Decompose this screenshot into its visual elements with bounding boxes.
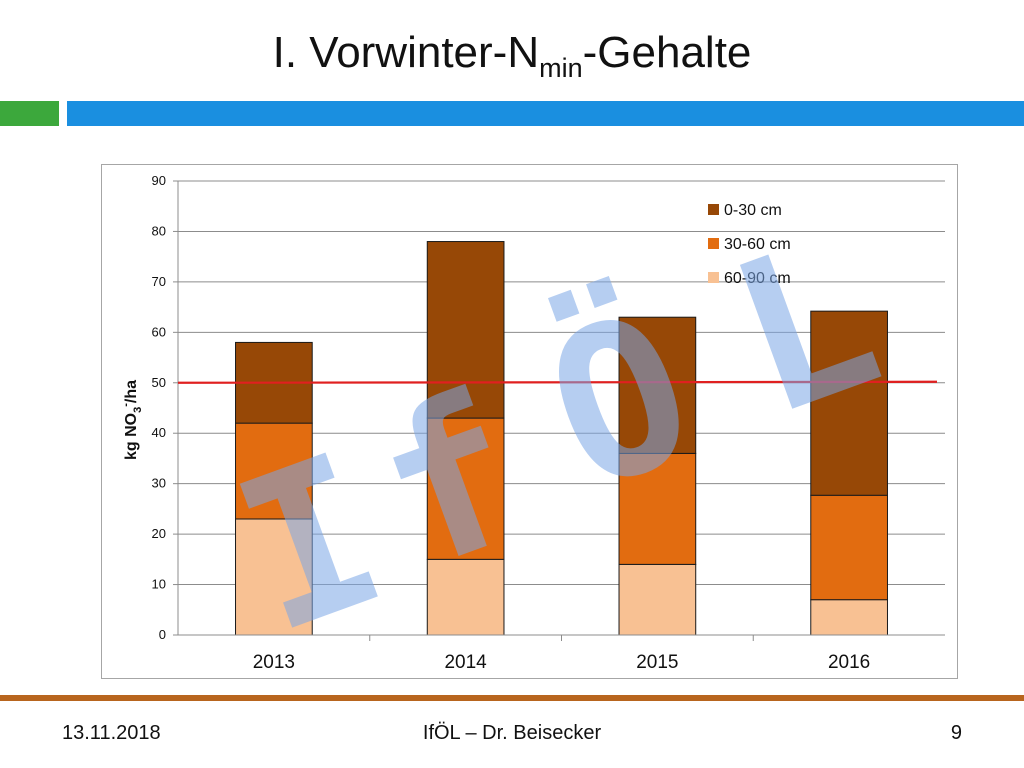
legend-label: 30-60 cm (724, 236, 791, 253)
accent-bar-green (0, 101, 59, 126)
y-tick-label: 0 (159, 627, 166, 642)
legend-label: 0-30 cm (724, 202, 782, 219)
title-subscript: min (539, 53, 583, 83)
bar-2015-30-60cm (618, 452, 697, 565)
accent-bar-blue (67, 101, 1024, 126)
bar-2014-60-90cm (426, 558, 505, 636)
y-axis-label: kg NO3-/ha (120, 380, 144, 460)
bar-2015-60-90cm (618, 563, 697, 636)
y-tick-label: 50 (152, 375, 166, 390)
bar-2014-0-30cm (426, 241, 505, 419)
title-tail: -Gehalte (582, 28, 752, 77)
footer-date: 13.11.2018 (62, 722, 161, 744)
y-tick-label: 20 (152, 526, 166, 541)
title-main: I. Vorwinter-N (272, 28, 540, 77)
bar-2014-30-60cm (426, 417, 505, 560)
watermark-ifol: IfÖL (209, 190, 907, 680)
bars (235, 241, 888, 636)
bar-2016-60-90cm (810, 599, 888, 636)
slide-title: I. Vorwinter-Nmin-Gehalte (0, 28, 1024, 84)
y-tick-label: 80 (152, 223, 166, 238)
bar-2016-30-60cm (810, 494, 888, 601)
x-tick-label-2013: 2013 (253, 652, 295, 673)
x-tick-label-2016: 2016 (828, 652, 870, 673)
legend-label: 60-90 cm (724, 270, 791, 287)
legend-swatch (708, 238, 719, 249)
bar-2016-0-30cm (810, 310, 888, 496)
y-tick-label: 60 (152, 324, 166, 339)
y-tick-label: 30 (152, 476, 166, 491)
y-tick-label: 10 (152, 577, 166, 592)
legend-swatch (708, 204, 719, 215)
footer-divider (0, 695, 1024, 701)
x-tick-label-2014: 2014 (444, 652, 487, 673)
axes: 0 10 20 30 40 50 60 70 80 90 2013 2014 2015 2016 kg NO… (120, 173, 945, 673)
footer-page-number: 9 (950, 722, 962, 744)
legend: 0-30 cm 30-60 cm 60-90 cm (708, 202, 791, 287)
legend-swatch (708, 272, 719, 283)
reference-line (177, 380, 938, 384)
x-tick-label-2015: 2015 (636, 652, 678, 673)
bar-2015-0-30cm (618, 316, 697, 454)
y-tick-label: 40 (152, 425, 166, 440)
y-tick-label: 90 (152, 173, 166, 188)
footer-author: IfÖL – Dr. Beisecker (422, 722, 602, 744)
reference-line-group (177, 380, 938, 384)
bar-2013-60-90cm (235, 518, 313, 636)
y-tick-label: 70 (152, 274, 166, 289)
